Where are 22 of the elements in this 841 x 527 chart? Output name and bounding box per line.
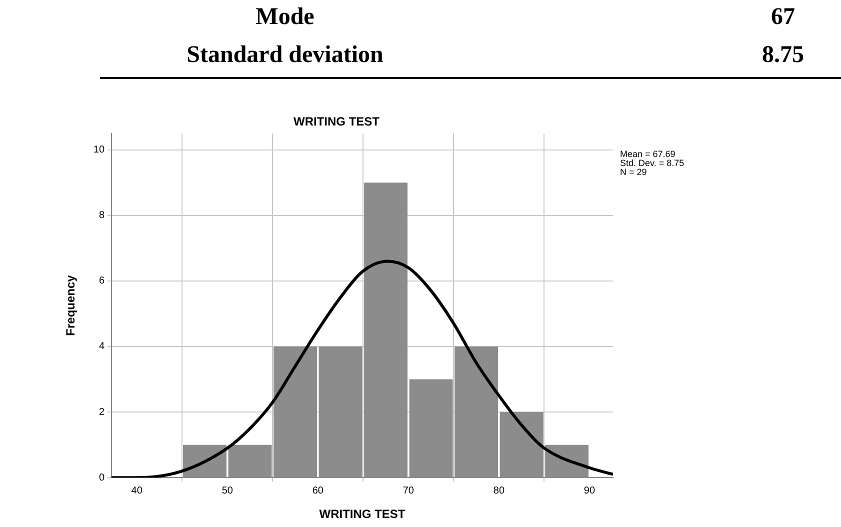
x-tick-label: 90 (584, 485, 596, 496)
x-tick-label: 70 (402, 485, 414, 496)
text: 8.75 (761, 42, 805, 69)
y-tick-label: 2 (98, 406, 105, 418)
chart-title: WRITING TEST (294, 114, 380, 129)
y-tick-label: 4 (98, 341, 105, 352)
y-axis-title: Frequency (64, 274, 78, 336)
text: Standard deviation (186, 42, 384, 69)
x-axis-title: WRITING TEST (319, 507, 406, 522)
x-tick-label: 80 (493, 485, 505, 496)
text: Mean = 67.69 (620, 149, 676, 159)
x-tick-label: 50 (222, 485, 234, 496)
text: Std. Dev. = 8.75 (620, 158, 684, 168)
text: 67 (770, 4, 796, 31)
y-tick-label: 6 (98, 276, 105, 287)
x-tick-label: 60 (312, 485, 324, 496)
y-tick-label: 10 (93, 144, 105, 156)
text: Mode (254, 4, 316, 31)
y-tick-label: 0 (98, 472, 105, 484)
text: N = 29 (620, 167, 648, 177)
y-tick-label: 8 (98, 210, 105, 222)
x-tick-label: 40 (131, 485, 143, 496)
